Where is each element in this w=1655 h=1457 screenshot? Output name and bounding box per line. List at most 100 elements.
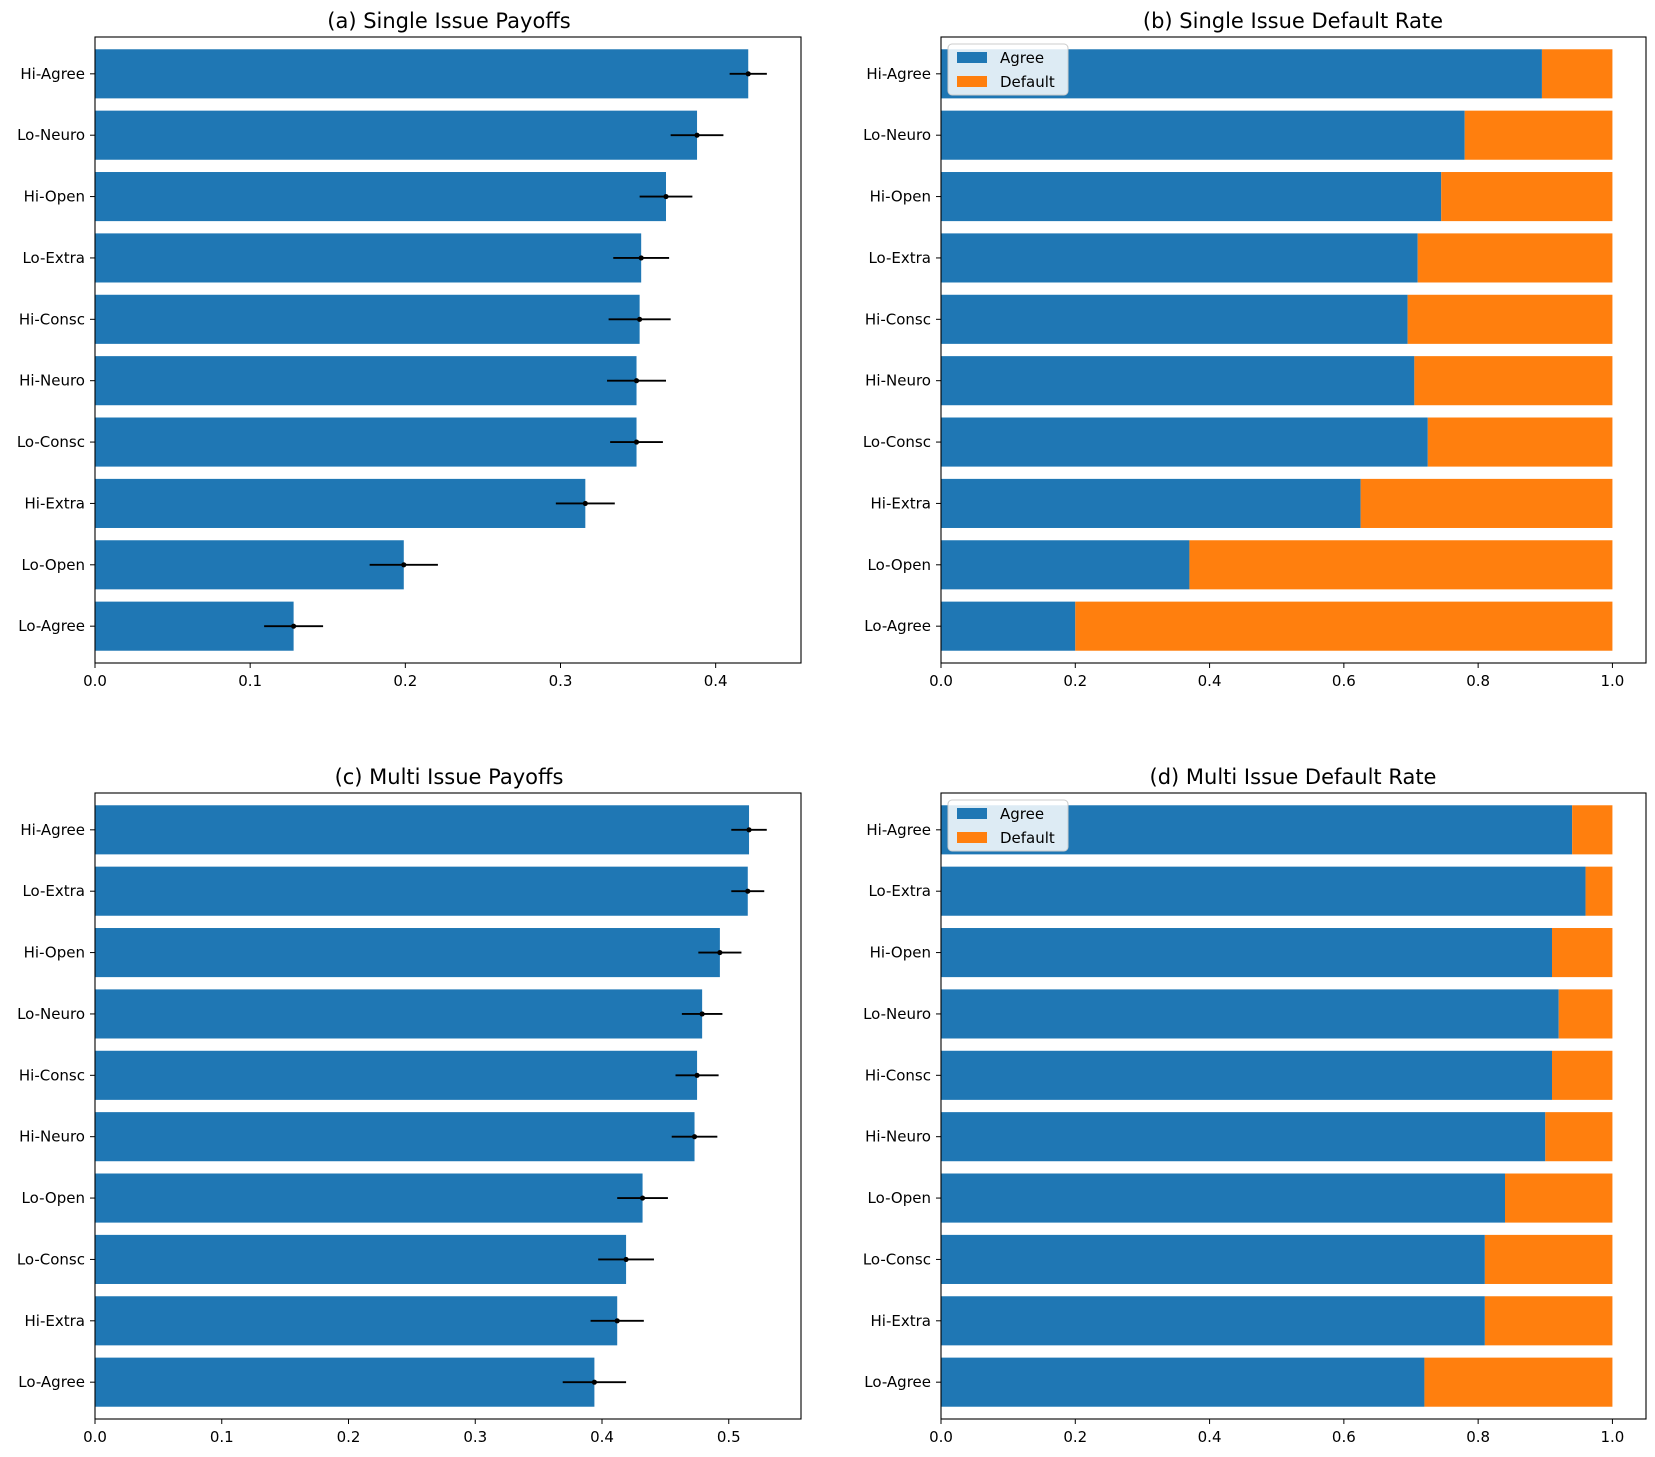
error-bar-point bbox=[291, 623, 297, 629]
x-tick-label: 0.1 bbox=[210, 1428, 234, 1446]
y-tick-label: Lo-Open bbox=[22, 1189, 85, 1207]
chart-title: (a) Single Issue Payoffs bbox=[327, 9, 570, 33]
bar bbox=[95, 478, 586, 528]
x-tick-label: 0.0 bbox=[83, 672, 107, 690]
bar-agree bbox=[941, 1050, 1552, 1100]
y-tick-label: Lo-Consc bbox=[863, 433, 931, 451]
error-bar-point bbox=[582, 500, 588, 507]
x-tick-label: 0.0 bbox=[83, 1428, 107, 1446]
y-tick-label: Hi-Open bbox=[870, 188, 931, 206]
error-bar-point bbox=[591, 1379, 597, 1385]
error-bar-point bbox=[745, 71, 751, 77]
y-tick-label: Hi-Consc bbox=[865, 310, 931, 328]
y-tick-label: Lo-Agree bbox=[864, 1373, 931, 1391]
y-tick-label: Lo-Consc bbox=[863, 1250, 931, 1268]
x-tick-label: 0.6 bbox=[1332, 672, 1356, 690]
error-bar-point bbox=[746, 827, 752, 833]
bar-agree bbox=[941, 1296, 1485, 1346]
y-tick-label: Lo-Agree bbox=[18, 1373, 85, 1391]
y-tick-label: Hi-Agree bbox=[20, 65, 85, 83]
x-tick-label: 0.3 bbox=[463, 1428, 487, 1446]
bar-default bbox=[1585, 866, 1613, 916]
y-tick-label: Hi-Agree bbox=[866, 821, 931, 839]
y-tick-label: Lo-Extra bbox=[22, 882, 85, 900]
error-bar-point bbox=[637, 316, 643, 322]
bar-default bbox=[1360, 478, 1613, 528]
y-tick-label: Lo-Neuro bbox=[17, 126, 85, 144]
y-tick-label: Hi-Consc bbox=[19, 310, 85, 328]
error-bar-point bbox=[401, 562, 407, 568]
y-tick-label: Lo-Extra bbox=[868, 882, 931, 900]
x-tick-label: 0.8 bbox=[1466, 672, 1490, 690]
bar-agree bbox=[941, 540, 1190, 590]
bar bbox=[95, 1112, 695, 1162]
y-tick-label: Hi-Agree bbox=[20, 821, 85, 839]
bar-agree bbox=[941, 294, 1408, 344]
error-bar-point bbox=[663, 193, 669, 200]
x-tick-label: 0.2 bbox=[1063, 1428, 1087, 1446]
bar-default bbox=[1505, 1173, 1613, 1223]
bar-agree bbox=[941, 417, 1428, 467]
bar bbox=[95, 989, 703, 1039]
bar-default bbox=[1484, 1234, 1613, 1284]
bar-default bbox=[1075, 601, 1613, 651]
panel-multi-issue-default-rate: (d) Multi Issue Default Rate Hi-Agree Lo-… bbox=[863, 765, 1647, 1446]
panel-single-issue-default-rate: (b) Single Issue Default Rate Hi-Agree Lo… bbox=[863, 9, 1647, 690]
x-tick-label: 0.2 bbox=[337, 1428, 361, 1446]
bar bbox=[95, 866, 748, 916]
bar-agree bbox=[941, 601, 1076, 651]
x-tick-label: 0.5 bbox=[717, 1428, 741, 1446]
x-tick-label: 0.6 bbox=[1332, 1428, 1356, 1446]
y-tick-label: Hi-Extra bbox=[25, 494, 85, 512]
y-tick-label: Lo-Consc bbox=[17, 1250, 85, 1268]
y-tick-label: Hi-Neuro bbox=[865, 372, 931, 390]
bar-default bbox=[1552, 1050, 1613, 1100]
panel-multi-issue-payoffs: (c) Multi Issue Payoffs Hi-Agree Lo-Extra… bbox=[17, 765, 802, 1446]
bar-agree bbox=[941, 110, 1465, 160]
x-tick-label: 1.0 bbox=[1600, 1428, 1624, 1446]
plot-frame bbox=[940, 792, 1647, 1420]
bar bbox=[95, 294, 640, 344]
bar bbox=[95, 1173, 643, 1223]
x-tick-label: 0.4 bbox=[1198, 672, 1222, 690]
bar-default bbox=[1558, 989, 1613, 1039]
y-tick-label: Lo-Neuro bbox=[863, 1005, 931, 1023]
bar bbox=[95, 233, 642, 283]
bar-default bbox=[1417, 233, 1613, 283]
bar-default bbox=[1189, 540, 1613, 590]
y-tick-label: Hi-Agree bbox=[866, 65, 931, 83]
bar bbox=[95, 540, 404, 590]
legend-swatch-agree bbox=[957, 808, 987, 819]
bar bbox=[95, 110, 698, 160]
bar-agree bbox=[941, 866, 1586, 916]
bar bbox=[95, 601, 294, 651]
y-tick-label: Hi-Open bbox=[24, 944, 85, 962]
error-bar-point bbox=[745, 888, 751, 894]
legend-label-agree: Agree bbox=[1000, 49, 1044, 67]
bar-default bbox=[1427, 417, 1613, 467]
y-tick-label: Lo-Extra bbox=[868, 249, 931, 267]
bar bbox=[95, 928, 720, 978]
bar bbox=[95, 172, 667, 222]
error-bar-point bbox=[717, 949, 723, 956]
bar bbox=[95, 805, 750, 855]
bar-agree bbox=[941, 233, 1418, 283]
legend-swatch-agree bbox=[957, 52, 987, 63]
bar-agree bbox=[941, 928, 1552, 978]
x-tick-label: 0.4 bbox=[704, 672, 728, 690]
bar-agree bbox=[941, 478, 1361, 528]
bar bbox=[95, 417, 637, 467]
x-tick-label: 0.4 bbox=[590, 1428, 614, 1446]
y-tick-label: Lo-Neuro bbox=[17, 1005, 85, 1023]
error-bar-point bbox=[694, 132, 700, 138]
error-bar-point bbox=[699, 1011, 705, 1017]
bar-agree bbox=[941, 1234, 1485, 1284]
bar-default bbox=[1414, 356, 1613, 406]
y-tick-label: Hi-Extra bbox=[25, 1312, 85, 1330]
bar-agree bbox=[941, 172, 1442, 222]
bar-agree bbox=[941, 1357, 1425, 1407]
x-tick-label: 0.2 bbox=[1063, 672, 1087, 690]
y-tick-label: Hi-Extra bbox=[871, 494, 931, 512]
error-bar-point bbox=[633, 439, 640, 445]
